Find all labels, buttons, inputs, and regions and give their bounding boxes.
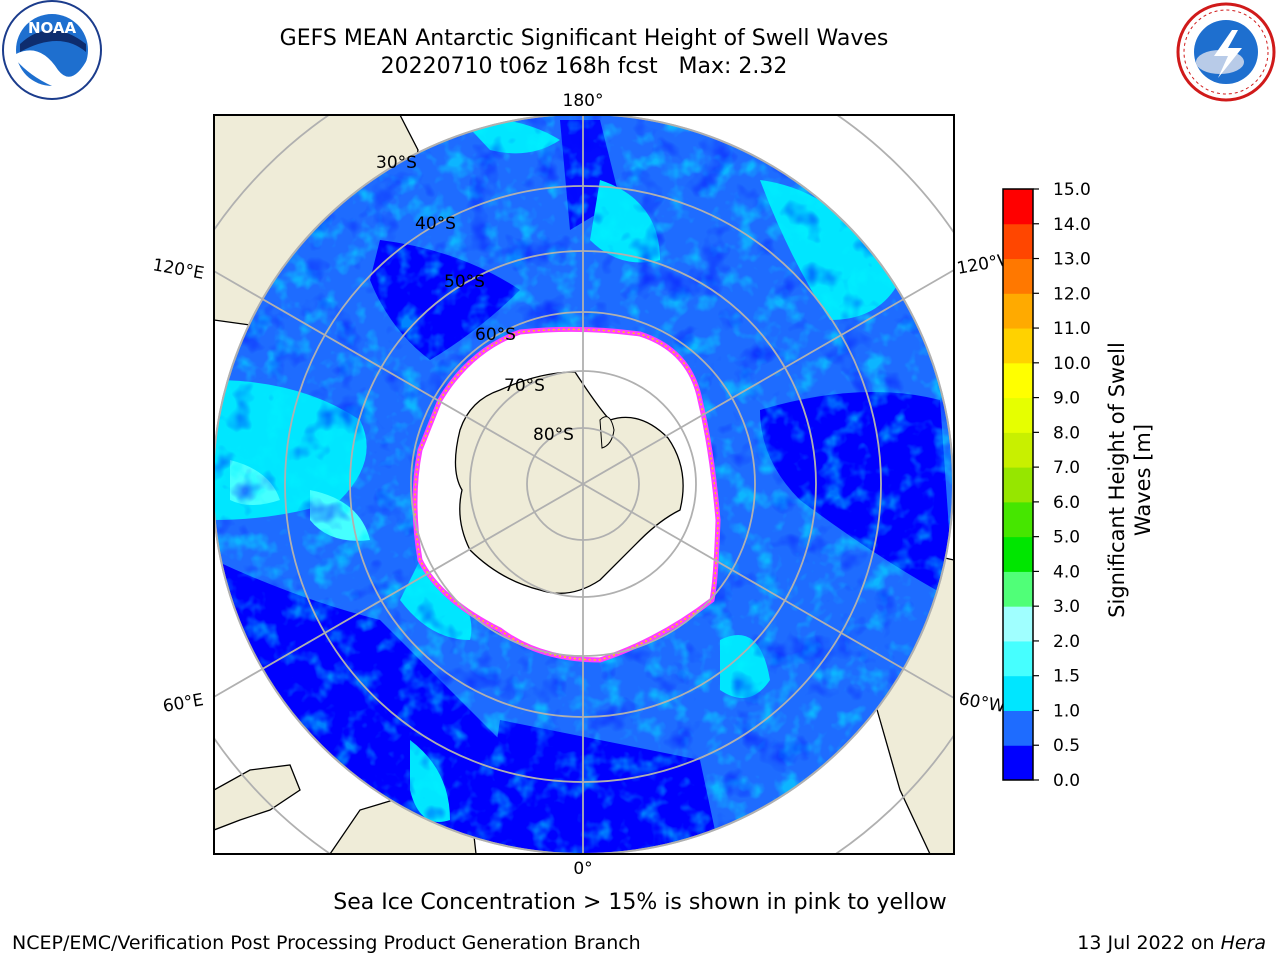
sea-ice-caption: Sea Ice Concentration > 15% is shown in … — [333, 890, 947, 915]
lon-label-0: 0° — [573, 859, 592, 879]
colorbar-label-line2: Waves [m] — [1131, 423, 1155, 537]
colorbar-swatch — [1003, 189, 1033, 225]
footer-date-text: 13 Jul 2022 on — [1077, 932, 1215, 954]
lat-label-70s: 70°S — [504, 376, 545, 396]
lon-label-180: 180° — [563, 91, 604, 111]
colorbar-tick-label: 9.0 — [1053, 389, 1080, 409]
colorbar-swatch — [1003, 745, 1033, 781]
colorbar-swatch — [1003, 675, 1033, 711]
colorbar-tick-label: 14.0 — [1053, 215, 1091, 235]
colorbar-tick-label: 0.0 — [1053, 771, 1080, 791]
lat-label-50s: 50°S — [444, 272, 485, 292]
colorbar-tick-label: 2.0 — [1053, 632, 1080, 652]
lon-label-120e: 120°E — [151, 255, 205, 284]
colorbar-tick-label: 3.0 — [1053, 597, 1080, 617]
colorbar-tick-label: 6.0 — [1053, 493, 1080, 513]
footer-date: 13 Jul 2022 on Hera — [1077, 932, 1266, 954]
colorbar-swatch — [1003, 501, 1033, 538]
colorbar-swatch — [1003, 258, 1033, 294]
colorbar-tick-label: 12.0 — [1053, 284, 1091, 304]
colorbar-swatch — [1003, 640, 1033, 677]
noaa-logo-text: NOAA — [28, 19, 77, 37]
colorbar-tick-label: 7.0 — [1053, 458, 1080, 478]
colorbar-tick-label: 1.0 — [1053, 701, 1080, 721]
colorbar-label-line1: Significant Height of Swell — [1105, 342, 1129, 618]
colorbar-swatch — [1003, 467, 1033, 503]
lat-label-30s: 30°S — [376, 153, 417, 173]
map-frame — [213, 114, 955, 855]
colorbar-swatch — [1003, 397, 1033, 433]
colorbar-swatch — [1003, 223, 1033, 260]
colorbar-swatch — [1003, 571, 1033, 607]
colorbar-swatch — [1003, 432, 1033, 468]
chart-title: GEFS MEAN Antarctic Significant Height o… — [279, 26, 889, 51]
colorbar-swatch — [1003, 606, 1033, 642]
colorbar-tick-label: 4.0 — [1053, 562, 1080, 582]
lat-label-40s: 40°S — [415, 214, 456, 234]
colorbar: 0.0 0.5 1.0 1.5 2.0 3.0 4.0 5.0 6.0 7.0 8.0 9.0 10.0… — [1002, 180, 1091, 791]
lon-label-60e: 60°E — [161, 690, 205, 717]
colorbar-tick-label: 0.5 — [1053, 736, 1080, 756]
noaa-logo-icon: NOAA — [2, 0, 102, 100]
colorbar-swatch — [1003, 536, 1033, 572]
lat-label-60s: 60°S — [475, 325, 516, 345]
colorbar-frame — [1002, 188, 1034, 781]
colorbar-tick-label: 1.5 — [1053, 667, 1080, 687]
colorbar-swatch — [1003, 293, 1033, 329]
colorbar-tick-label: 13.0 — [1053, 250, 1091, 270]
colorbar-tick-label: 11.0 — [1053, 319, 1091, 339]
colorbar-swatch — [1003, 362, 1033, 399]
footer-host: Hera — [1220, 932, 1266, 954]
lon-label-60w: 60°W — [957, 689, 1007, 717]
lat-label-80s: 80°S — [533, 425, 574, 445]
colorbar-label: Significant Height of Swell Waves [m] — [1104, 320, 1160, 640]
latitude-labels: 30°S 40°S 50°S 60°S 70°S 80°S — [376, 153, 574, 445]
colorbar-swatch — [1003, 710, 1033, 746]
colorbar-tick-label: 10.0 — [1053, 354, 1091, 374]
colorbar-tick-label: 5.0 — [1053, 528, 1080, 548]
colorbar-tick-label: 15.0 — [1053, 180, 1091, 200]
footer-credit: NCEP/EMC/Verification Post Processing Pr… — [12, 932, 641, 954]
chart-subtitle: 20220710 t06z 168h fcst Max: 2.32 — [380, 54, 788, 79]
colorbar-tick-label: 8.0 — [1053, 423, 1080, 443]
colorbar-swatch — [1003, 328, 1033, 364]
nws-logo-icon — [1176, 2, 1276, 102]
